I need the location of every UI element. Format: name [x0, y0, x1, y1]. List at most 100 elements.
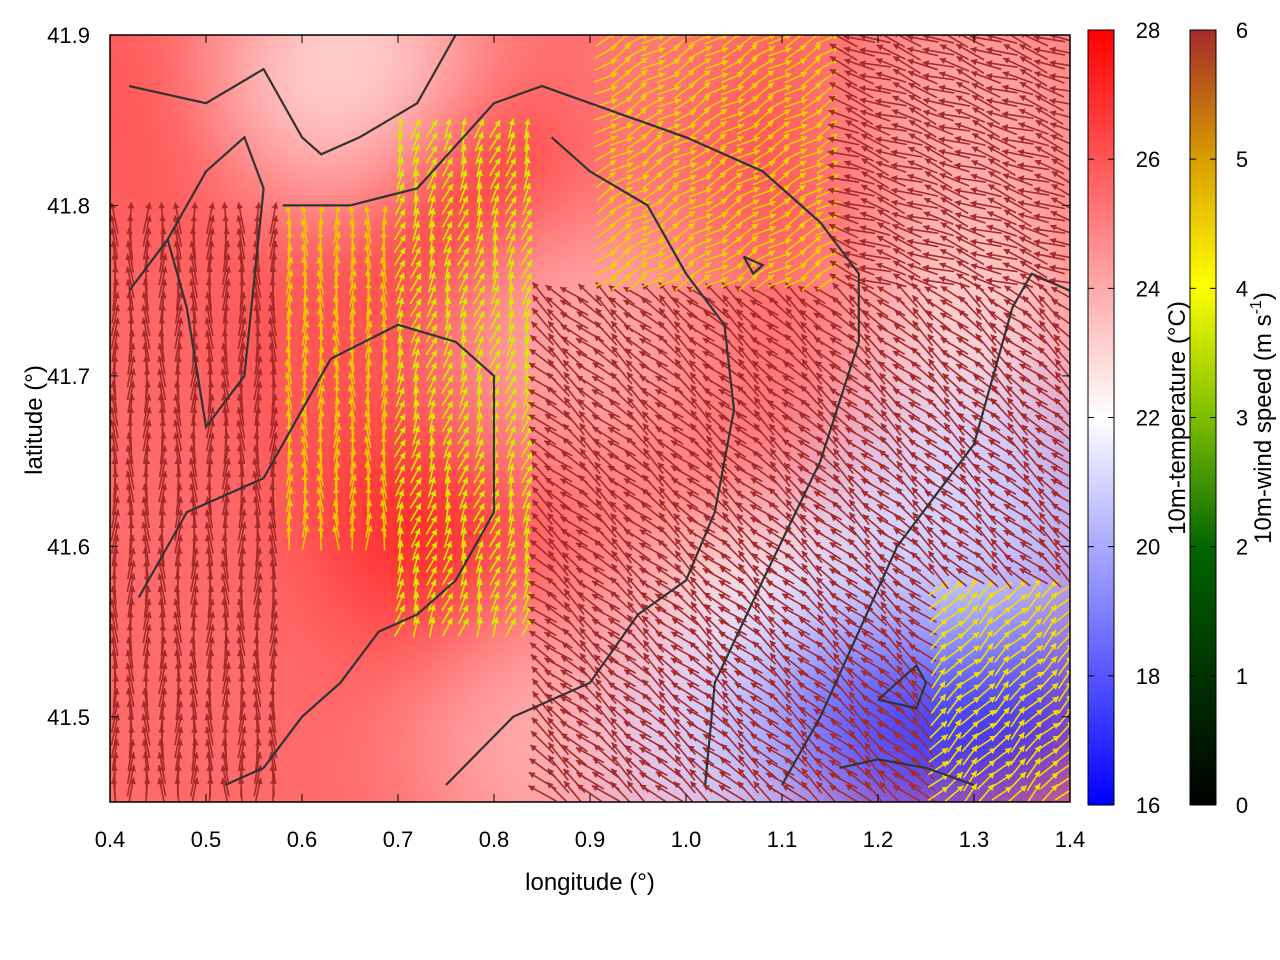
- wind-arrow: [591, 606, 621, 623]
- wind-arrow: [253, 368, 263, 401]
- wind-arrow: [459, 297, 468, 318]
- wind-arrow: [623, 528, 652, 548]
- wind-arrow: [157, 573, 167, 605]
- wind-arrow: [157, 764, 167, 797]
- wind-arrow: [609, 501, 635, 524]
- wind-arrow: [428, 207, 436, 229]
- wind-arrow: [688, 213, 713, 223]
- wind-arrow: [658, 281, 680, 308]
- wind-arrow: [770, 171, 791, 189]
- wind-arrow: [690, 409, 712, 436]
- wind-arrow: [672, 501, 698, 524]
- wind-arrow: [426, 579, 437, 599]
- wind-arrow: [689, 237, 713, 250]
- wind-arrow: [801, 767, 823, 794]
- wind-arrow: [594, 45, 617, 59]
- wind-arrow: [474, 438, 484, 459]
- wind-arrow: [675, 43, 695, 61]
- wind-arrow: [409, 272, 422, 292]
- wind-arrow: [559, 503, 589, 521]
- wind-arrow: [737, 371, 760, 398]
- wind-arrow: [702, 579, 731, 598]
- wind-arrow: [753, 133, 775, 150]
- wind-arrow: [781, 426, 811, 445]
- wind-arrow: [656, 552, 683, 575]
- wind-arrow: [688, 450, 714, 473]
- wind-arrow: [738, 235, 759, 253]
- wind-arrow: [393, 439, 407, 458]
- wind-arrow: [409, 477, 422, 496]
- wind-arrow: [813, 312, 843, 329]
- wind-arrow: [721, 307, 744, 334]
- wind-colorbar-label: 10m-wind speed (m s-1): [1248, 292, 1277, 544]
- wind-arrow: [736, 161, 761, 172]
- wind-arrow: [719, 642, 747, 663]
- wind-arrow: [702, 337, 732, 355]
- wind-arrow: [691, 94, 711, 113]
- wind-arrow: [750, 336, 779, 356]
- wind-arrow: [623, 324, 652, 343]
- wind-arrow: [783, 552, 809, 575]
- wind-arrow: [520, 234, 533, 254]
- wind-arrow: [655, 642, 683, 664]
- wind-arrow: [221, 266, 231, 298]
- wind-arrow: [443, 527, 452, 549]
- wind-arrow: [672, 399, 698, 421]
- wind-arrow: [363, 435, 372, 461]
- wind-arrow: [720, 110, 745, 121]
- wind-arrow: [736, 149, 761, 159]
- wind-arrow: [673, 525, 697, 551]
- wind-arrow: [657, 98, 682, 108]
- wind-arrow: [690, 81, 711, 100]
- wind-arrow: [528, 413, 557, 432]
- wind-arrow: [611, 247, 632, 266]
- wind-arrow: [411, 335, 421, 357]
- wind-arrow: [813, 503, 843, 521]
- wind-arrow: [609, 149, 634, 159]
- wind-arrow: [610, 563, 633, 589]
- wind-arrow: [687, 463, 715, 484]
- wind-arrow: [722, 499, 744, 526]
- wind-arrow: [505, 157, 517, 177]
- wind-arrow: [799, 603, 825, 626]
- wind-arrow: [141, 317, 151, 350]
- wind-arrow: [642, 198, 665, 213]
- wind-arrow: [576, 706, 604, 727]
- wind-arrow: [611, 43, 632, 61]
- wind-arrow: [671, 412, 699, 433]
- wind-arrow: [333, 231, 342, 257]
- wind-arrow: [393, 221, 407, 241]
- wind-arrow: [594, 263, 618, 276]
- wind-arrow: [817, 409, 839, 436]
- wind-arrow: [737, 222, 759, 240]
- wind-arrow: [704, 59, 729, 70]
- wind-arrow: [643, 132, 664, 151]
- wind-arrow: [236, 202, 246, 235]
- wind-arrow: [813, 336, 842, 356]
- wind-arrow: [737, 729, 760, 755]
- wind-arrow: [639, 375, 668, 394]
- wind-arrow: [563, 576, 585, 602]
- wind-arrow: [610, 358, 633, 385]
- wind-arrow: [393, 426, 407, 445]
- wind-arrow: [816, 384, 839, 410]
- wind-arrow: [529, 437, 556, 459]
- wind-arrow: [702, 375, 731, 394]
- wind-arrow: [473, 311, 485, 330]
- wind-arrow: [607, 452, 637, 470]
- wind-arrow: [769, 108, 792, 124]
- wind-arrow: [689, 422, 713, 449]
- wind-arrow: [751, 757, 778, 779]
- wind-arrow: [269, 202, 279, 235]
- wind-arrow: [751, 348, 778, 370]
- wind-arrow: [473, 272, 486, 292]
- wind-arrow: [670, 657, 700, 674]
- wind-arrow: [237, 726, 247, 759]
- wind-arrow: [379, 282, 388, 308]
- wind-colorbar-label-sup: -1: [1248, 300, 1265, 314]
- wind-arrow: [784, 262, 808, 276]
- wind-arrow: [575, 529, 605, 547]
- wind-arrow: [752, 200, 777, 211]
- wind-arrow: [529, 744, 556, 767]
